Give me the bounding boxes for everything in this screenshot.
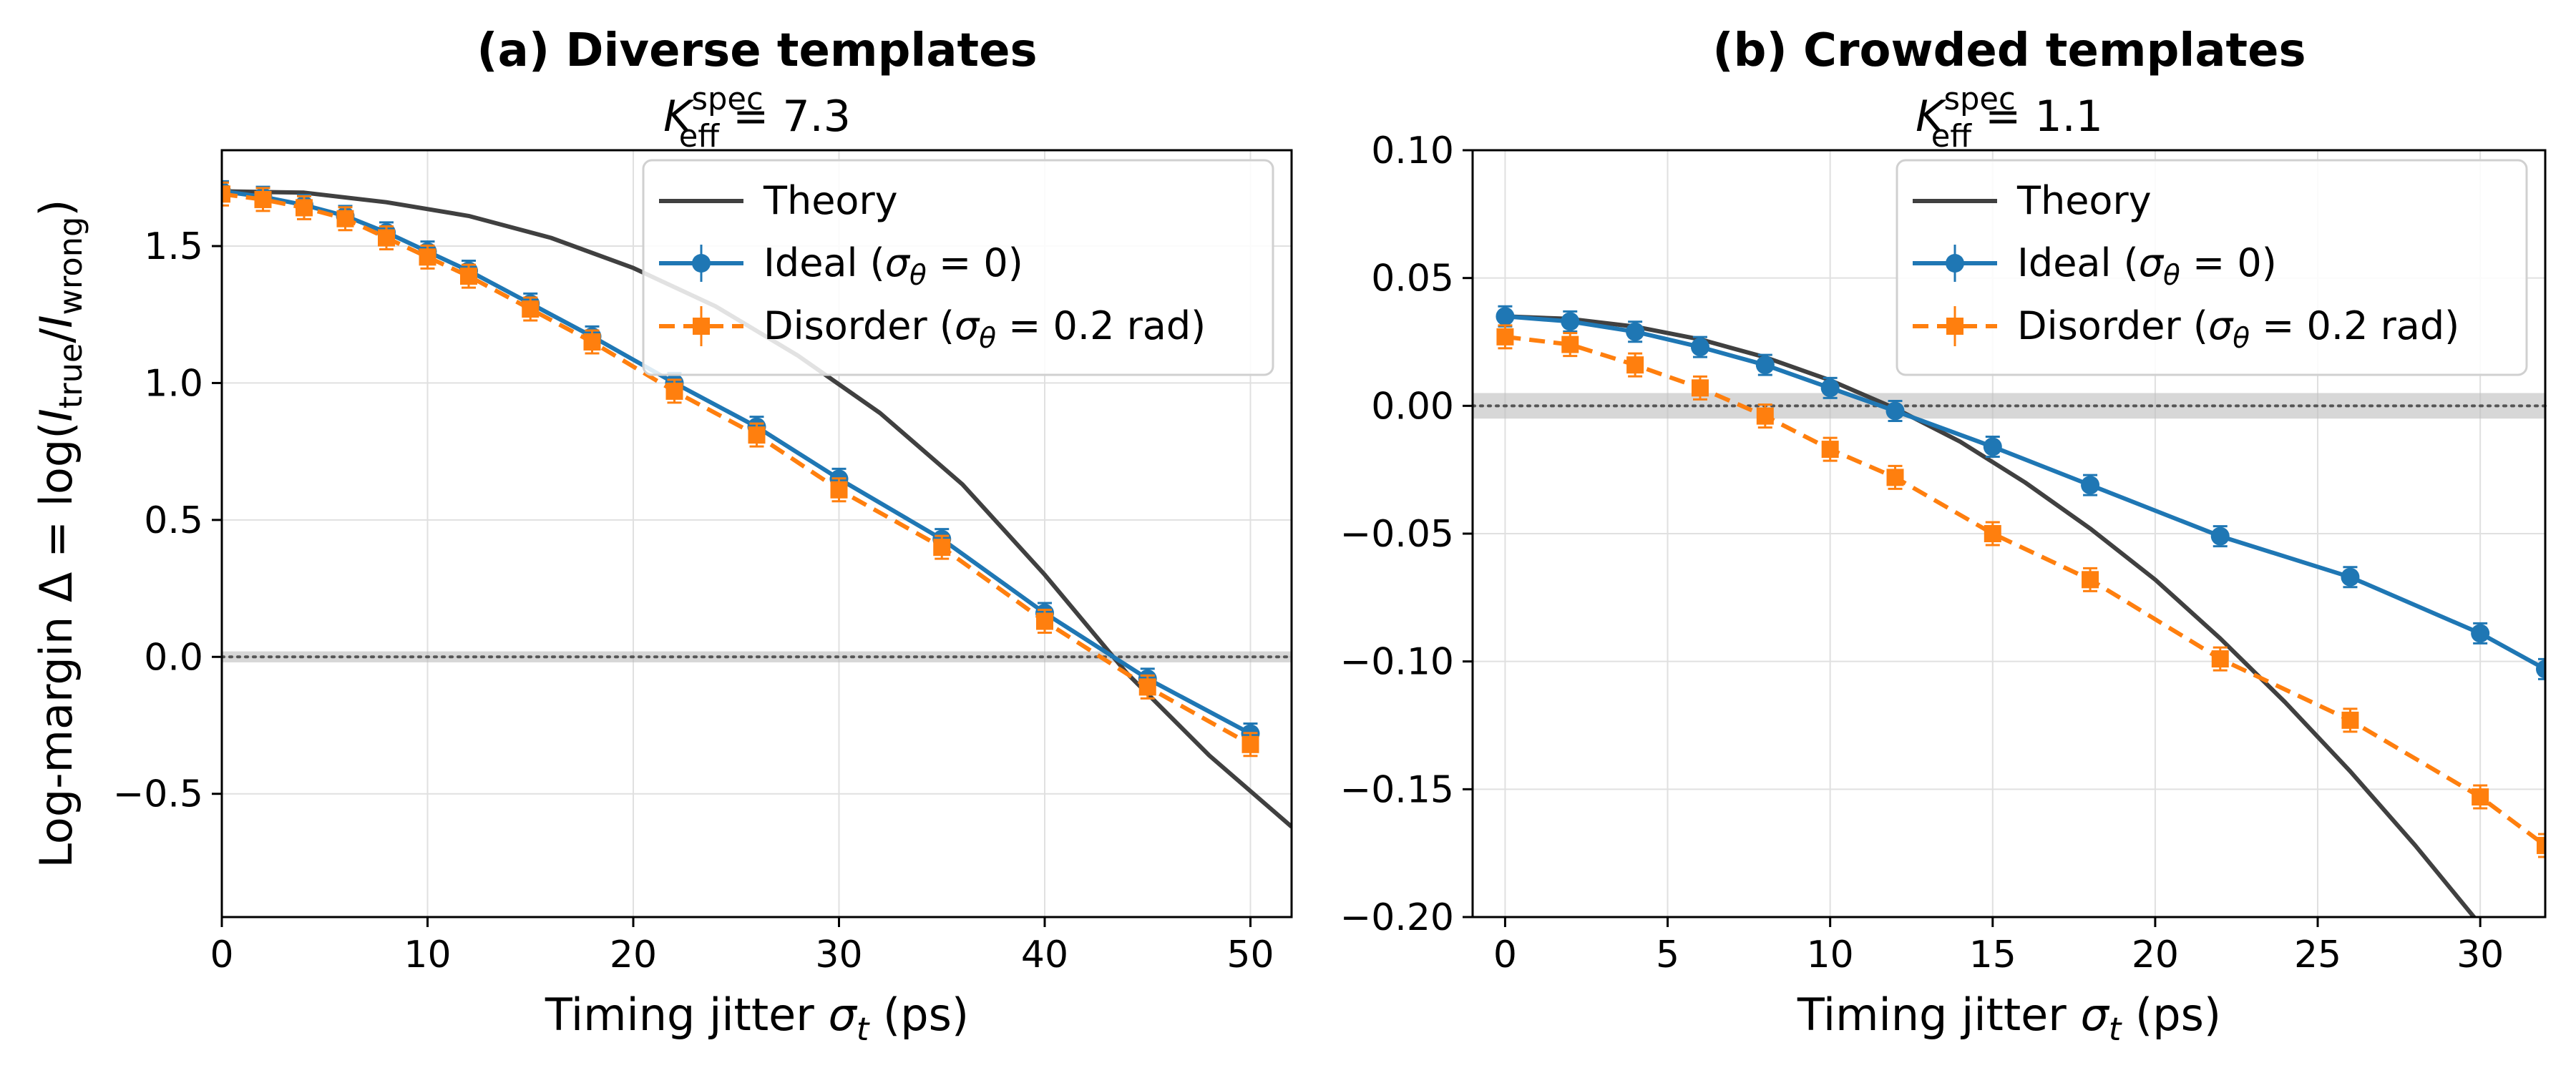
- ideal-point: [2536, 660, 2545, 679]
- disorder-point: [1561, 335, 1579, 353]
- disorder-point: [665, 382, 683, 400]
- x-tick-label: 50: [1226, 934, 1274, 976]
- x-tick-label: 25: [2294, 934, 2341, 976]
- x-tick-label: 10: [1807, 934, 1854, 976]
- ideal-point: [1496, 307, 1515, 326]
- panel-b: 0 5 10 15 20 25 30 −0.20 −0.15 −0.10 −0.05 0.00 0.05…: [1340, 24, 2547, 1048]
- ideal-point: [1690, 338, 1709, 357]
- x-tick-label: 15: [1969, 934, 2016, 976]
- panel-title: (a) Diverse templates: [477, 24, 1037, 77]
- disorder-point: [419, 248, 436, 266]
- x-tick-label: 20: [2132, 934, 2179, 976]
- ideal-point: [1755, 356, 1775, 375]
- legend-ideal-marker: [692, 254, 711, 273]
- x-tick-label: 20: [610, 934, 657, 976]
- legend-box: [642, 159, 1274, 376]
- disorder-point: [1756, 407, 1774, 425]
- ideal-point: [1626, 322, 1645, 341]
- y-tick-label: 1.5: [144, 225, 203, 268]
- legend-ideal-label: Ideal (σθ = 0): [763, 240, 1023, 292]
- disorder-point: [2341, 711, 2359, 729]
- disorder-point: [748, 426, 766, 444]
- disorder-point: [1984, 525, 2001, 542]
- legend: Theory Ideal (σθ = 0) Disorder (σθ = 0.2 r…: [1896, 159, 2528, 376]
- disorder-point: [830, 481, 848, 499]
- disorder-point: [1886, 469, 1904, 486]
- y-tick-label: 0.5: [144, 499, 203, 542]
- disorder-point: [1241, 735, 1259, 753]
- legend-box: [1896, 159, 2528, 376]
- ideal-line: [222, 189, 1252, 736]
- disorder-line: [222, 192, 1252, 747]
- y-tick-label: −0.5: [113, 773, 203, 816]
- ideal-point: [2471, 624, 2490, 643]
- legend-ideal-marker: [1946, 254, 1964, 273]
- y-tick-label: 0.00: [1371, 385, 1454, 428]
- y-axis-label: Log-margin Δ = log(Itrue/Iwrong): [30, 199, 89, 868]
- y-tick-label: 0.10: [1371, 129, 1454, 172]
- y-tick-label: −0.10: [1340, 641, 1454, 684]
- disorder-point: [2472, 788, 2489, 806]
- y-tick-label: 0.05: [1371, 258, 1454, 300]
- theory-curve: [1505, 314, 2477, 917]
- disorder-point: [522, 300, 540, 318]
- ideal-point: [2341, 567, 2360, 587]
- panel-title: (b) Crowded templates: [1712, 24, 2306, 77]
- legend-disorder-label: Disorder (σθ = 0.2 rad): [2017, 303, 2459, 355]
- disorder-point: [1036, 612, 1053, 630]
- x-axis-label: Timing jitter σt (ps): [1797, 989, 2221, 1048]
- x-tick-label: 10: [404, 934, 451, 976]
- disorder-point: [933, 539, 951, 557]
- x-tick-label: 30: [2457, 934, 2504, 976]
- disorder-point: [1496, 328, 1514, 346]
- disorder-point: [1821, 441, 1839, 459]
- legend-ideal-label: Ideal (σθ = 0): [2017, 240, 2277, 292]
- disorder-point: [583, 333, 601, 351]
- ideal-point: [1820, 378, 1840, 398]
- panel-subtitle: Kspec eff = 7.3: [663, 82, 851, 155]
- legend-theory-label: Theory: [2016, 178, 2152, 223]
- x-tick-label: 5: [1656, 934, 1679, 976]
- x-tick-label: 30: [815, 934, 862, 976]
- legend-disorder-marker: [1946, 318, 1963, 335]
- y-tick-label: −0.05: [1340, 513, 1454, 556]
- axes-frame: [220, 149, 1293, 918]
- disorder-point: [1138, 678, 1156, 696]
- disorder-point: [1626, 356, 1644, 374]
- disorder-point: [378, 229, 395, 247]
- disorder-point: [222, 185, 230, 203]
- legend-disorder-marker: [693, 318, 710, 335]
- disorder-point: [2211, 650, 2229, 668]
- y-tick-label: 0.0: [144, 636, 203, 679]
- ideal-point: [1885, 401, 1905, 421]
- ideal-point: [2210, 526, 2230, 546]
- panel-a: 0 10 20 30 40 50 −0.5 0.0 0.5 1.0 1.5 (a) Diverse t…: [30, 24, 1293, 1048]
- legend-theory-label: Theory: [763, 178, 898, 223]
- x-tick-label: 0: [210, 934, 233, 976]
- disorder-point: [254, 190, 272, 208]
- x-tick-label: 40: [1021, 934, 1068, 976]
- ideal-point: [1983, 437, 2002, 456]
- disorder-point: [2537, 836, 2545, 854]
- x-tick-label: 0: [1493, 934, 1517, 976]
- ideal-point: [2081, 476, 2100, 495]
- ideal-point: [1561, 312, 1580, 331]
- legend-disorder-label: Disorder (σθ = 0.2 rad): [763, 303, 1206, 355]
- disorder-point: [336, 210, 354, 227]
- y-tick-label: 1.0: [144, 362, 203, 405]
- panel-subtitle: Kspec eff = 1.1: [1916, 82, 2103, 155]
- disorder-point: [296, 199, 313, 217]
- disorder-point: [2082, 571, 2099, 589]
- disorder-point: [1691, 379, 1709, 397]
- y-tick-label: −0.20: [1340, 896, 1454, 939]
- y-tick-label: −0.15: [1340, 768, 1454, 811]
- disorder-point: [460, 268, 477, 285]
- legend: Theory Ideal (σθ = 0) Disorder (σθ = 0.2 r…: [642, 159, 1274, 376]
- plot-area: [1496, 305, 2545, 917]
- x-axis-label: Timing jitter σt (ps): [545, 989, 969, 1048]
